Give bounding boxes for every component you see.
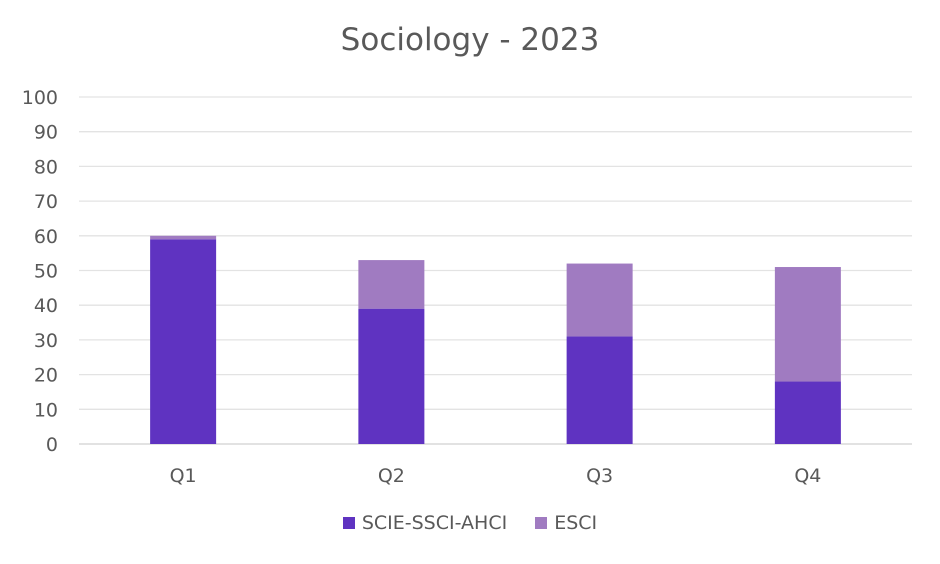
y-tick-label: 100 <box>22 87 58 109</box>
bar-q4-series-2 <box>774 267 841 382</box>
legend-item-series-1: SCIE-SSCI-AHCI <box>342 512 508 534</box>
y-axis-tick-labels: 0 10 20 30 40 50 60 70 80 90 100 <box>22 87 58 456</box>
x-tick-label: Q4 <box>794 465 821 487</box>
y-tick-label: 60 <box>34 226 58 248</box>
bar-q3-series-2 <box>566 263 633 337</box>
x-tick-label: Q2 <box>378 465 405 487</box>
chart-title: Sociology - 2023 <box>340 22 600 58</box>
x-tick-label: Q3 <box>586 465 613 487</box>
bars <box>150 235 841 444</box>
bar-q3-series-1 <box>566 336 633 444</box>
legend-swatch <box>342 517 355 529</box>
legend-swatch <box>535 517 548 529</box>
y-tick-label: 0 <box>46 434 58 456</box>
y-tick-label: 20 <box>34 365 58 387</box>
bar-q1-series-1 <box>150 239 217 444</box>
bar-q4-series-1 <box>774 381 841 444</box>
x-axis-tick-labels: Q1 Q2 Q3 Q4 <box>170 465 822 487</box>
bar-q2-series-2 <box>358 260 425 309</box>
y-tick-label: 80 <box>34 156 58 178</box>
y-tick-label: 40 <box>34 295 58 317</box>
legend: SCIE-SSCI-AHCI ESCI <box>0 512 940 534</box>
gridlines <box>79 96 912 445</box>
y-tick-label: 10 <box>34 399 58 421</box>
x-tick-label: Q1 <box>170 465 197 487</box>
y-tick-label: 30 <box>34 330 58 352</box>
bar-q2-series-1 <box>358 308 425 444</box>
y-tick-label: 50 <box>34 261 58 283</box>
legend-item-series-2: ESCI <box>535 512 597 534</box>
y-tick-label: 70 <box>34 191 58 213</box>
legend-label: SCIE-SSCI-AHCI <box>361 512 508 534</box>
legend-label: ESCI <box>554 512 598 534</box>
y-tick-label: 90 <box>34 122 58 144</box>
bar-q1-series-2 <box>150 235 217 240</box>
